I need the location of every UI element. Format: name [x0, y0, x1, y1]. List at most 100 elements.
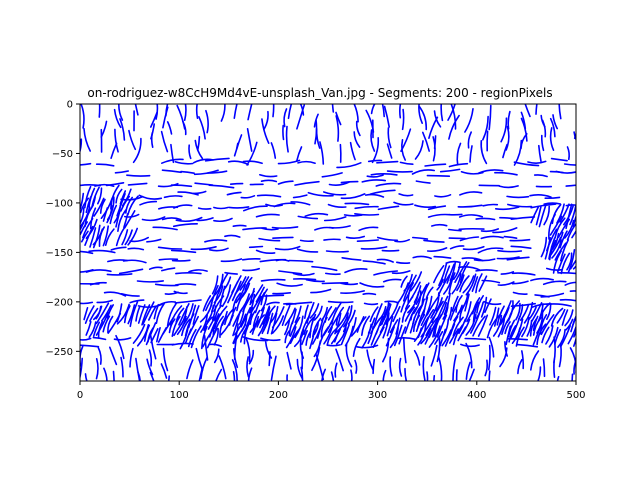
segment-stroke — [497, 249, 523, 253]
segment-stroke — [224, 234, 241, 238]
segment-stroke — [181, 318, 191, 337]
segment-stroke — [424, 324, 436, 345]
segment-stroke — [566, 252, 573, 271]
segment-stroke — [497, 314, 506, 338]
segment-stroke — [227, 281, 239, 304]
segment-stroke — [362, 292, 377, 296]
segment-stroke — [559, 324, 571, 348]
segment-stroke — [387, 127, 392, 149]
segment-stroke — [507, 203, 533, 208]
segment-stroke — [118, 268, 144, 275]
segment-stroke — [232, 323, 239, 344]
segment-stroke — [583, 311, 588, 325]
segment-stroke — [396, 261, 411, 265]
segment-stroke — [162, 347, 169, 372]
segment-stroke — [551, 239, 562, 259]
segment-stroke — [484, 298, 492, 314]
segment-stroke — [498, 185, 519, 189]
segment-stroke — [256, 194, 282, 198]
segment-stroke — [84, 373, 88, 381]
segment-stroke — [529, 194, 552, 198]
segment-stroke — [430, 344, 438, 367]
segment-stroke — [124, 213, 140, 218]
segment-stroke — [247, 367, 253, 381]
segment-stroke — [340, 180, 359, 184]
segment-stroke — [323, 216, 347, 222]
segment-stroke — [126, 174, 151, 177]
segment-stroke — [362, 260, 386, 265]
segment-stroke — [315, 128, 321, 149]
segment-stroke — [550, 157, 568, 162]
segment-stroke — [510, 216, 536, 220]
segment-stroke — [540, 314, 555, 336]
segment-stroke — [92, 224, 101, 249]
segment-stroke — [272, 104, 275, 118]
segment-stroke — [281, 304, 291, 326]
segment-stroke — [195, 104, 199, 119]
segment-stroke — [226, 191, 242, 196]
segment-stroke — [454, 261, 468, 283]
segment-stroke — [586, 306, 593, 325]
segment-stroke — [476, 295, 484, 314]
segment-stroke — [571, 229, 576, 239]
segment-stroke — [261, 118, 270, 144]
segment-stroke — [294, 315, 304, 339]
segment-stroke — [477, 314, 489, 337]
segment-stroke — [214, 304, 223, 322]
segment-stroke — [367, 326, 374, 345]
segment-stroke — [211, 305, 217, 321]
segment-stroke — [549, 117, 556, 138]
segment-stroke — [420, 308, 431, 326]
segment-stroke — [553, 358, 556, 378]
segment-stroke — [377, 205, 400, 211]
segment-stroke — [123, 210, 136, 229]
segment-stroke — [137, 304, 146, 324]
segment-stroke — [305, 330, 312, 346]
segment-stroke — [566, 222, 576, 241]
segment-stroke — [204, 239, 228, 243]
segment-stroke — [361, 315, 371, 336]
segment-stroke — [132, 137, 142, 164]
segment-stroke — [313, 340, 322, 358]
segment-stroke — [287, 104, 293, 120]
segment-stroke — [558, 104, 562, 120]
segment-stroke — [179, 324, 190, 350]
segment-stroke — [367, 159, 383, 163]
segment-stroke — [323, 326, 333, 345]
segment-stroke — [373, 270, 399, 276]
segment-stroke — [88, 249, 116, 254]
segment-stroke — [578, 308, 585, 326]
segment-stroke — [142, 301, 155, 325]
segment-stroke — [566, 146, 570, 161]
segment-stroke — [97, 346, 102, 365]
segment-stroke — [412, 255, 432, 260]
segment-stroke — [276, 282, 303, 287]
segment-stroke — [121, 229, 129, 246]
segment-stroke — [439, 328, 447, 347]
segment-stroke — [239, 276, 250, 291]
segment-stroke — [459, 275, 470, 293]
segment-stroke — [342, 313, 349, 333]
segment-stroke — [401, 139, 406, 161]
segment-stroke — [333, 327, 341, 343]
segment-stroke — [561, 309, 569, 326]
segment-stroke — [458, 266, 482, 272]
segment-stroke — [385, 326, 395, 347]
segment-stroke — [486, 314, 501, 339]
segment-stroke — [460, 343, 480, 348]
segment-stroke — [439, 168, 461, 173]
segment-stroke — [512, 291, 528, 295]
segment-stroke — [326, 327, 338, 346]
segment-stroke — [249, 310, 256, 325]
segment-stroke — [309, 313, 317, 339]
segment-stroke — [472, 315, 486, 337]
segment-stroke — [540, 134, 545, 152]
segment-stroke — [255, 213, 280, 218]
segment-stroke — [501, 317, 510, 335]
y-tick-label: −250 — [46, 347, 73, 358]
segment-stroke — [273, 202, 296, 208]
segment-stroke — [564, 281, 576, 286]
segment-stroke — [500, 117, 508, 143]
segment-stroke — [205, 292, 217, 312]
segment-stroke — [552, 114, 558, 130]
